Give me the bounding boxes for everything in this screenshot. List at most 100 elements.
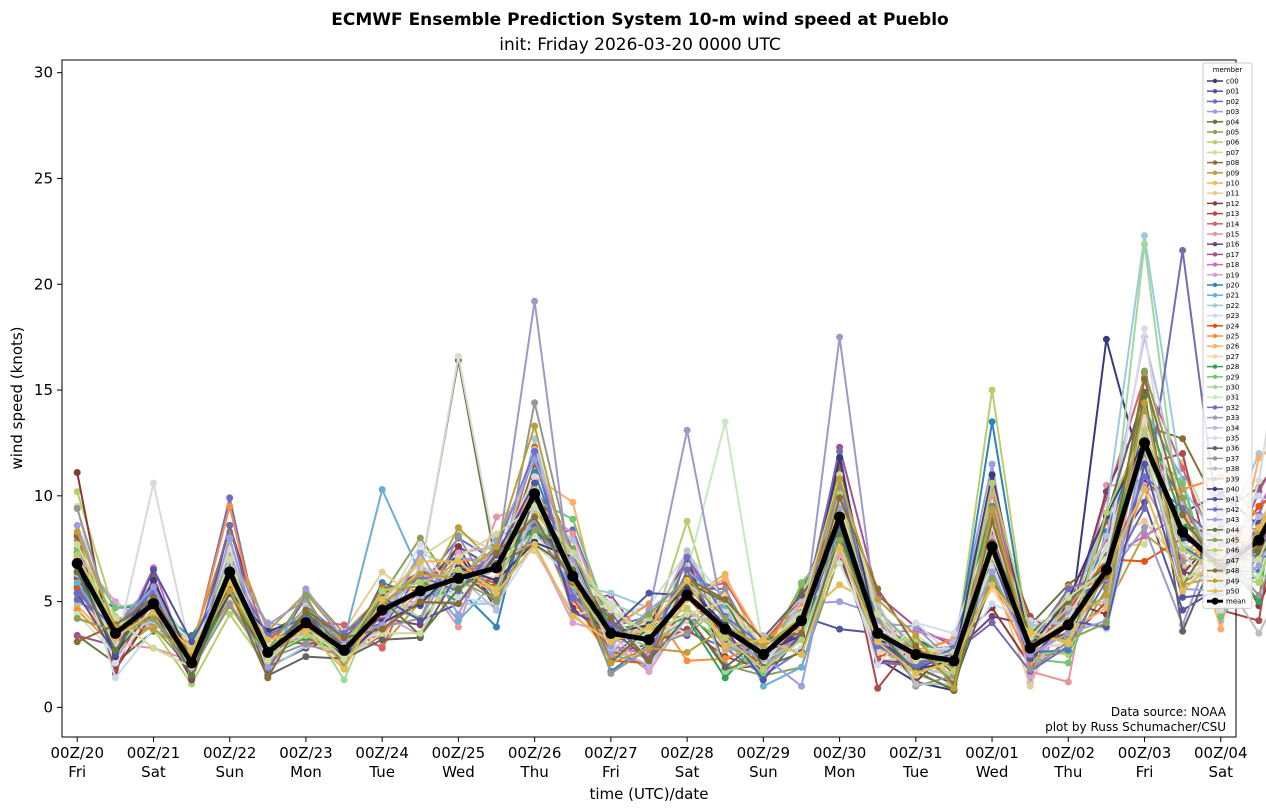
- point-p37-0: [73, 505, 81, 512]
- point-p26-13: [569, 498, 577, 506]
- legend-entry-p18: p18: [1207, 261, 1239, 269]
- point-p47-5: [264, 657, 272, 665]
- point-mean-15: [643, 634, 655, 646]
- point-p47-26: [1064, 593, 1072, 601]
- legend-label-p34: p34: [1226, 424, 1240, 432]
- point-p37-31: [1255, 591, 1263, 599]
- point-p29-26: [1064, 659, 1072, 667]
- x-tick-day-16: Sat: [675, 763, 700, 781]
- legend-entry-p47: p47: [1207, 557, 1239, 565]
- legend-label-p48: p48: [1226, 567, 1239, 575]
- point-p26-30: [1217, 625, 1225, 633]
- point-p39-28: [1141, 416, 1148, 424]
- point-p35-22: [912, 619, 920, 627]
- x-tick-day-26: Thu: [1053, 763, 1082, 781]
- legend-entry-p20: p20: [1207, 282, 1239, 290]
- point-p50-6: [302, 627, 310, 635]
- legend-swatch-marker-p13: [1212, 211, 1218, 216]
- point-p43-9: [416, 549, 424, 557]
- legend-label-p19: p19: [1226, 271, 1239, 279]
- point-p47-2: [150, 644, 157, 652]
- legend-swatch-marker-p26: [1212, 344, 1218, 349]
- point-p33-5: [264, 621, 272, 629]
- point-p01-29: [1179, 606, 1187, 614]
- legend-swatch-marker-p35: [1212, 435, 1218, 441]
- point-p14-7: [340, 621, 348, 629]
- point-mean-29: [1177, 526, 1189, 538]
- x-tick-label-8: 00Z/24: [355, 744, 409, 762]
- point-p32-28: [1141, 505, 1148, 512]
- point-p49-15: [645, 644, 653, 652]
- legend-swatch-marker-p16: [1212, 242, 1218, 247]
- legend-entry-p21: p21: [1207, 292, 1239, 300]
- point-p29-19: [798, 579, 805, 587]
- legend-box: [1202, 62, 1253, 609]
- legend-entry-p49: p49: [1207, 577, 1239, 585]
- point-p06-16: [683, 517, 691, 525]
- point-mean-10: [452, 572, 464, 584]
- point-p25-17: [721, 655, 729, 663]
- point-p34-27: [1102, 532, 1110, 540]
- point-mean-13: [567, 570, 579, 582]
- legend-swatch-marker-p22: [1212, 303, 1218, 308]
- point-p50-17: [721, 642, 729, 650]
- legend-entry-p48: p48: [1207, 567, 1239, 575]
- point-p48-0: [73, 638, 81, 646]
- point-p48-5: [264, 674, 272, 682]
- point-p50-12: [531, 541, 539, 548]
- point-p19-15: [645, 667, 653, 675]
- legend-entry-p43: p43: [1207, 516, 1239, 524]
- legend-entry-p33: p33: [1207, 414, 1239, 422]
- legend-swatch-marker-p11: [1212, 191, 1218, 196]
- point-p48-15: [645, 657, 653, 665]
- point-p46-31: [1255, 579, 1263, 587]
- point-p48-20: [836, 494, 844, 502]
- point-p50-9: [416, 557, 424, 565]
- legend-entry-p25: p25: [1207, 333, 1239, 341]
- x-tick-day-6: Mon: [290, 763, 322, 781]
- point-p41-28: [1141, 460, 1148, 468]
- legend-swatch-marker-p44: [1212, 527, 1218, 532]
- point-p38-22: [912, 680, 920, 688]
- x-tick-label-20: 00Z/30: [813, 744, 867, 762]
- point-p35-28: [1141, 325, 1148, 333]
- legend-swatch-marker-p03: [1212, 109, 1218, 114]
- point-p37-12: [531, 399, 539, 407]
- legend-swatch-marker-p49: [1212, 578, 1218, 583]
- point-p49-11: [493, 543, 500, 551]
- legend-entry-p05: p05: [1207, 129, 1239, 137]
- point-p33-28: [1141, 524, 1148, 532]
- point-p49-28: [1141, 399, 1148, 407]
- legend-swatch-marker-p39: [1212, 476, 1218, 481]
- point-p50-14: [607, 638, 615, 646]
- legend-label-p01: p01: [1226, 88, 1239, 96]
- point-p44-28: [1141, 392, 1148, 400]
- legend-swatch-marker-p01: [1212, 89, 1218, 94]
- point-p06-0: [73, 488, 81, 496]
- y-tick-label-20: 20: [34, 275, 53, 293]
- point-p45-6: [302, 591, 310, 599]
- legend-entry-p37: p37: [1207, 455, 1239, 463]
- x-tick-label-30: 00Z/04: [1194, 744, 1248, 762]
- point-mean-27: [1100, 564, 1112, 576]
- point-p46-17: [721, 634, 729, 642]
- legend-swatch-marker-p14: [1212, 221, 1218, 226]
- legend-swatch-marker-p37: [1212, 456, 1218, 461]
- point-p21-18: [759, 682, 767, 690]
- point-p23-1: [111, 674, 119, 682]
- point-p36-17: [721, 663, 729, 671]
- legend-swatch-marker-p20: [1212, 282, 1218, 288]
- point-p16-24: [988, 612, 996, 620]
- legend-label-p17: p17: [1226, 251, 1239, 259]
- legend-entry-p46: p46: [1207, 547, 1240, 555]
- point-p13-21: [874, 684, 882, 692]
- point-p48-9: [416, 598, 424, 606]
- x-tick-label-10: 00Z/25: [432, 744, 486, 762]
- point-p47-9: [416, 629, 424, 637]
- y-tick-label-5: 5: [43, 593, 53, 611]
- point-p35-21: [874, 661, 882, 669]
- legend-swatch-marker-p21: [1212, 293, 1218, 298]
- legend-entry-p01: p01: [1207, 88, 1239, 96]
- legend-label-c00: c00: [1226, 78, 1239, 86]
- point-p38-26: [1064, 604, 1072, 612]
